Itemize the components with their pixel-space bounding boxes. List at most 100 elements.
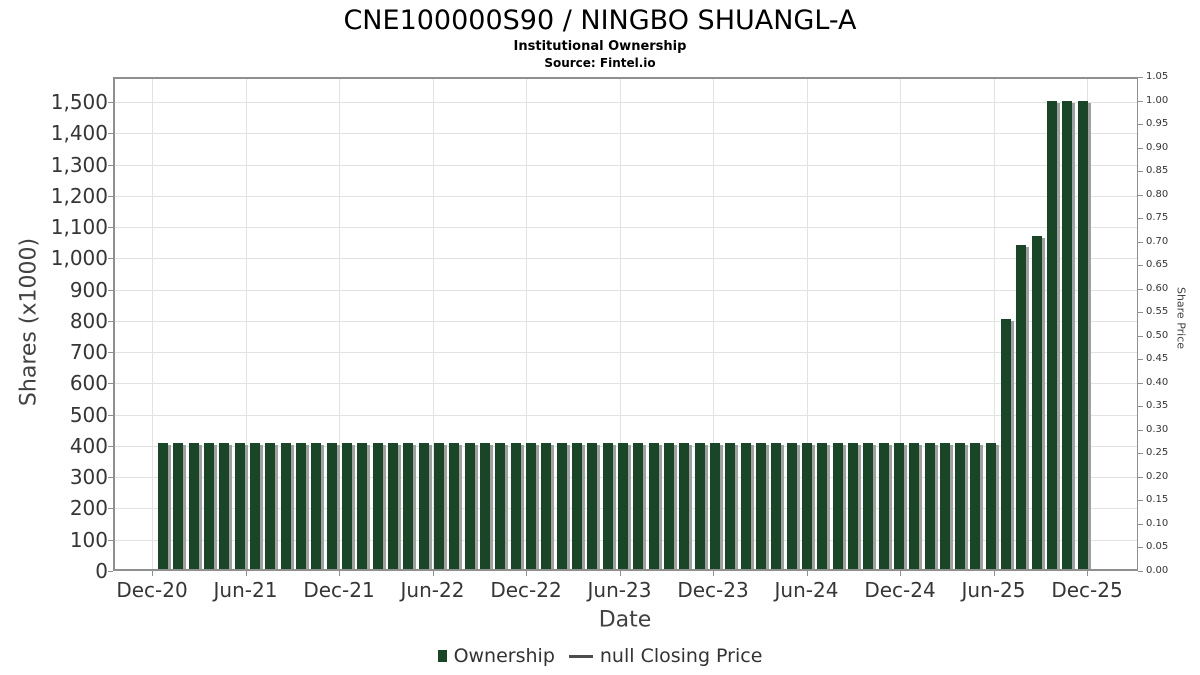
ownership-bar[interactable] [771,443,782,569]
ownership-bar[interactable] [464,443,475,569]
ownership-bar[interactable] [510,443,521,569]
tick-mark-x [713,571,714,576]
tick-mark-right [1138,406,1143,408]
legend: Ownership null Closing Price [0,645,1200,667]
ownership-bar[interactable] [663,443,674,569]
tick-mark-right [1138,171,1143,173]
tick-mark-right [1138,100,1143,102]
x-axis-tick-label: Dec-22 [490,578,562,602]
ownership-bar[interactable] [694,443,705,569]
ownership-bar[interactable] [924,443,935,569]
plot-area[interactable] [113,77,1138,571]
ownership-bar[interactable] [556,443,567,569]
ownership-bar[interactable] [571,443,582,569]
ownership-bar[interactable] [1062,101,1073,569]
tick-mark-right [1138,453,1143,455]
ownership-bar[interactable] [893,443,904,569]
ownership-bar[interactable] [449,443,460,569]
ownership-bar[interactable] [985,443,996,569]
ownership-bar[interactable] [1001,319,1012,569]
y-axis-tick-label-left: 800 [69,308,108,333]
x-axis-tick-label: Dec-24 [864,578,936,602]
ownership-bar[interactable] [495,443,506,569]
ownership-bar[interactable] [219,443,230,569]
tick-mark-left [108,571,113,572]
ownership-bar[interactable] [295,443,306,569]
ownership-bar[interactable] [847,443,858,569]
ownership-bar[interactable] [203,443,214,569]
ownership-bar[interactable] [817,443,828,569]
ownership-bar[interactable] [372,443,383,569]
ownership-bar[interactable] [648,443,659,569]
ownership-bar[interactable] [433,443,444,569]
ownership-bar[interactable] [188,443,199,569]
ownership-bar[interactable] [878,443,889,569]
ownership-bar[interactable] [357,443,368,569]
gridline-vertical [993,79,995,569]
y-axis-tick-label-right: 0.80 [1146,188,1169,200]
ownership-bar[interactable] [970,443,981,569]
ownership-bar[interactable] [326,443,337,569]
ownership-bar[interactable] [1031,236,1042,569]
y-axis-tick-label-left: 900 [69,277,108,302]
y-axis-tick-label-right: 0.40 [1146,376,1169,388]
y-axis-tick-label-left: 1,500 [50,90,108,114]
ownership-bar[interactable] [725,443,736,569]
ownership-bar[interactable] [909,443,920,569]
ownership-bar[interactable] [525,443,536,569]
ownership-bar[interactable] [709,443,720,569]
ownership-bar[interactable] [679,443,690,569]
tick-mark-right [1138,476,1143,478]
y-axis-tick-label-right: 0.55 [1146,306,1169,318]
ownership-bar[interactable] [1077,101,1088,569]
legend-item-closing-price[interactable]: null Closing Price [568,645,762,667]
ownership-bar[interactable] [832,443,843,569]
y-axis-tick-label-left: 1,300 [50,152,108,177]
ownership-bar[interactable] [602,443,613,569]
tick-mark-right [1138,288,1143,290]
y-axis-tick-label-right: 0.35 [1146,400,1169,412]
gridline-vertical [245,79,247,569]
ownership-bar[interactable] [939,443,950,569]
ownership-bar[interactable] [633,443,644,569]
y-axis-tick-label-right: 0.65 [1146,259,1169,271]
ownership-bar[interactable] [1047,101,1058,569]
ownership-bar[interactable] [786,443,797,569]
ownership-bar[interactable] [418,443,429,569]
gridline-vertical [713,79,714,569]
ownership-bar[interactable] [265,443,276,569]
tick-mark-x [432,571,434,576]
tick-mark-left [108,477,113,479]
ownership-bar[interactable] [479,443,490,569]
ownership-bar[interactable] [863,443,874,569]
y-axis-tick-label-right: 0.95 [1146,118,1169,130]
ownership-bar[interactable] [587,443,598,569]
chart-subtitle: Institutional Ownership [513,39,687,54]
ownership-bar[interactable] [801,443,812,569]
y-axis-tick-label-right: 0.90 [1146,141,1169,153]
chart-title: CNE100000S90 / NINGBO SHUANGL-A [343,5,857,36]
closing-price-line-icon [568,654,593,658]
ownership-bar[interactable] [955,443,966,569]
ownership-bar[interactable] [280,443,291,569]
ownership-bar[interactable] [158,443,168,569]
ownership-bar[interactable] [403,443,414,569]
legend-item-ownership[interactable]: Ownership [437,645,555,667]
ownership-bar[interactable] [387,443,398,569]
ownership-bar[interactable] [740,443,751,569]
y-axis-tick-label-left: 0 [95,559,108,583]
ownership-bar[interactable] [311,443,322,569]
ownership-bar[interactable] [249,443,260,569]
tick-mark-right [1138,147,1143,149]
ownership-bar[interactable] [1016,245,1027,569]
ownership-bar[interactable] [234,443,245,569]
ownership-bar[interactable] [173,443,184,569]
ownership-bar[interactable] [341,443,352,569]
ownership-bar[interactable] [541,443,552,569]
ownership-bar[interactable] [755,443,766,569]
y-axis-tick-label-right: 0.70 [1146,235,1169,247]
tick-mark-left [108,414,113,416]
y-axis-tick-label-right: 0.15 [1146,494,1169,506]
y-axis-tick-label-left: 1,000 [50,246,108,271]
ownership-bar[interactable] [617,443,628,569]
